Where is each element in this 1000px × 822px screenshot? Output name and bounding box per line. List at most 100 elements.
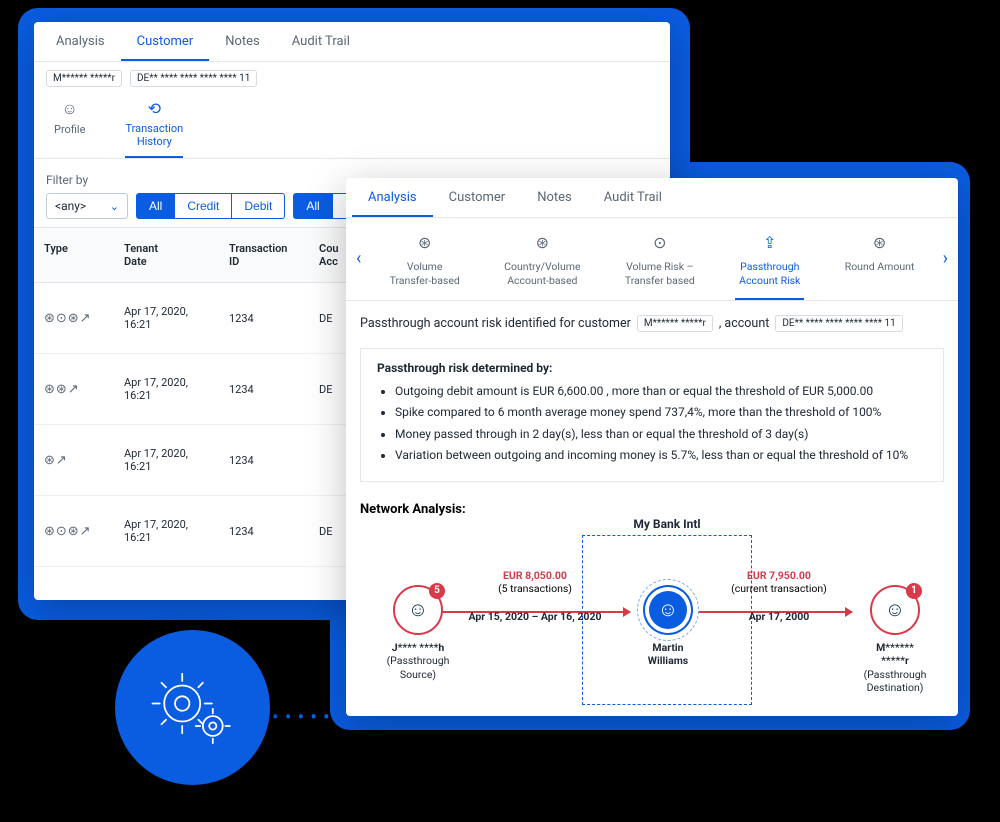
carousel-item-l1: Volume Risk – bbox=[625, 260, 695, 274]
carousel-item-icon: ⇪ bbox=[739, 232, 800, 254]
ftab-customer[interactable]: Customer bbox=[433, 178, 522, 217]
tab-customer[interactable]: Customer bbox=[121, 22, 210, 61]
seg-credit-debit: All Credit Debit bbox=[136, 193, 285, 219]
carousel-item[interactable]: ⊛ Round Amount bbox=[841, 228, 919, 300]
carousel-item-l2: Account-based bbox=[504, 274, 580, 288]
ftab-notes[interactable]: Notes bbox=[521, 178, 588, 217]
carousel-next[interactable]: › bbox=[937, 228, 954, 289]
node-dest-name1: M****** bbox=[850, 641, 940, 655]
tab-notes[interactable]: Notes bbox=[209, 22, 276, 61]
seg2-all[interactable]: All bbox=[293, 193, 332, 219]
node-center-name2: Williams bbox=[628, 654, 708, 668]
back-tabs: Analysis Customer Notes Audit Trail bbox=[34, 22, 670, 62]
node-center-ring bbox=[637, 579, 699, 641]
row-txid: 1234 bbox=[219, 361, 309, 418]
risk-carousel: ‹ ⊛VolumeTransfer-based⊛Country/VolumeAc… bbox=[346, 218, 958, 301]
person-icon: ☺ bbox=[54, 99, 85, 119]
row-type-icons: ⊛↗ bbox=[34, 431, 114, 490]
carousel-item-l2: Transfer-based bbox=[390, 274, 460, 288]
row-txid: 1234 bbox=[219, 290, 309, 347]
edge-left-amount: EUR 8,050.00 bbox=[455, 569, 615, 583]
subtab-history-label: Transaction History bbox=[125, 122, 183, 148]
edge-right-label: EUR 7,950.00 (current transaction) Apr 1… bbox=[704, 569, 854, 624]
th-date: Tenant Date bbox=[114, 228, 219, 282]
network-diagram: My Bank Intl EUR 8,050.00 (5 transaction… bbox=[360, 523, 944, 717]
row-type-icons: ⊛⊛↗ bbox=[34, 360, 114, 419]
risk-bullets: Outgoing debit amount is EUR 6,600.00 , … bbox=[377, 383, 927, 465]
risk-box-title: Passthrough risk determined by: bbox=[377, 361, 927, 375]
node-center-name1: Martin bbox=[628, 641, 708, 655]
node-source-role: (Passthrough Source) bbox=[378, 654, 458, 681]
gears-icon bbox=[148, 663, 238, 753]
carousel-item[interactable]: ⊛ VolumeTransfer-based bbox=[386, 228, 464, 300]
seg-all[interactable]: All bbox=[136, 193, 175, 219]
desc-customer-chip: M****** *****r bbox=[637, 315, 713, 332]
risk-bullet: Spike compared to 6 month average money … bbox=[395, 404, 927, 421]
front-tabs: Analysis Customer Notes Audit Trail bbox=[346, 178, 958, 218]
carousel-item-icon: ⊛ bbox=[390, 232, 460, 254]
subtab-row: ☺ Profile ⟲ Transaction History bbox=[34, 91, 670, 159]
chip-row: M****** *****r DE** **** **** **** **** … bbox=[34, 62, 670, 91]
risk-desc: Passthrough account risk identified for … bbox=[346, 301, 958, 338]
node-dest-circle: ☺ 1 bbox=[870, 585, 920, 635]
tab-analysis[interactable]: Analysis bbox=[40, 22, 121, 61]
subtab-history[interactable]: ⟲ Transaction History bbox=[125, 99, 183, 158]
node-center: ☺ Martin Williams bbox=[628, 585, 708, 668]
bank-label: My Bank Intl bbox=[582, 517, 752, 531]
carousel-item-l1: Passthrough bbox=[739, 260, 800, 274]
carousel-item[interactable]: ⇪ PassthroughAccount Risk bbox=[735, 228, 804, 300]
row-date: Apr 17, 2020, 16:21 bbox=[114, 283, 219, 353]
carousel-item[interactable]: ⊙ Volume Risk –Transfer based bbox=[621, 228, 699, 300]
edge-right-date: Apr 17, 2000 bbox=[704, 610, 854, 624]
tab-audit-trail[interactable]: Audit Trail bbox=[276, 22, 366, 61]
edge-right-sub: (current transaction) bbox=[704, 582, 854, 596]
row-date: Apr 17, 2020, 16:21 bbox=[114, 354, 219, 424]
carousel-item[interactable]: ⊛ Country/VolumeAccount-based bbox=[500, 228, 584, 300]
row-date: Apr 17, 2020, 16:21 bbox=[114, 425, 219, 495]
subtab-profile-label: Profile bbox=[54, 123, 85, 136]
node-source-circle: ☺ 5 bbox=[393, 585, 443, 635]
node-source-count: 5 bbox=[429, 583, 445, 599]
carousel-item-l1: Country/Volume bbox=[504, 260, 580, 274]
seg-credit[interactable]: Credit bbox=[175, 193, 232, 219]
carousel-prev[interactable]: ‹ bbox=[350, 228, 367, 289]
node-dest-name2: *****r bbox=[850, 654, 940, 668]
seg-debit[interactable]: Debit bbox=[232, 193, 285, 219]
node-dest: ☺ 1 M****** *****r (Passthrough Destinat… bbox=[850, 585, 940, 696]
node-source: ☺ 5 J**** ****h (Passthrough Source) bbox=[378, 585, 458, 682]
node-dest-role: (Passthrough Destination) bbox=[850, 668, 940, 695]
th-txid: Transaction ID bbox=[219, 228, 309, 282]
history-icon: ⟲ bbox=[125, 99, 183, 118]
node-dest-count: 1 bbox=[906, 583, 922, 599]
subtab-profile[interactable]: ☺ Profile bbox=[54, 99, 85, 158]
risk-box: Passthrough risk determined by: Outgoing… bbox=[360, 348, 944, 482]
person-icon: ☺ bbox=[885, 597, 905, 622]
row-type-icons: ⊛⊙⊛↗ bbox=[34, 502, 114, 561]
th-type: Type bbox=[34, 228, 114, 282]
edge-right-amount: EUR 7,950.00 bbox=[704, 569, 854, 583]
customer-chip: M****** *****r bbox=[46, 70, 122, 87]
carousel-item-icon: ⊛ bbox=[504, 232, 580, 254]
carousel-item-l2: Account Risk bbox=[739, 274, 800, 288]
risk-bullet: Variation between outgoing and incoming … bbox=[395, 447, 927, 464]
chevron-down-icon: ⌄ bbox=[110, 200, 119, 213]
row-txid: 1234 bbox=[219, 503, 309, 560]
edge-left-label: EUR 8,050.00 (5 transactions) Apr 15, 20… bbox=[455, 569, 615, 624]
carousel-item-icon: ⊛ bbox=[845, 232, 915, 254]
filter-select[interactable]: <any> ⌄ bbox=[46, 193, 128, 219]
risk-bullet: Money passed through in 2 day(s), less t… bbox=[395, 426, 927, 443]
account-chip: DE** **** **** **** **** 11 bbox=[130, 70, 257, 87]
row-type-icons: ⊛⊙⊛↗ bbox=[34, 289, 114, 348]
carousel-item-l1: Round Amount bbox=[845, 260, 915, 274]
person-icon: ☺ bbox=[408, 597, 428, 622]
edge-left-date: Apr 15, 2020 – Apr 16, 2020 bbox=[455, 610, 615, 624]
filter-select-value: <any> bbox=[55, 199, 86, 213]
carousel-item-l2: Transfer based bbox=[625, 274, 695, 288]
risk-bullet: Outgoing debit amount is EUR 6,600.00 , … bbox=[395, 383, 927, 400]
row-date: Apr 17, 2020, 16:21 bbox=[114, 496, 219, 566]
ftab-audit[interactable]: Audit Trail bbox=[588, 178, 678, 217]
carousel-item-icon: ⊙ bbox=[625, 232, 695, 254]
carousel-item-l1: Volume bbox=[390, 260, 460, 274]
ftab-analysis[interactable]: Analysis bbox=[352, 178, 433, 217]
node-center-circle: ☺ bbox=[643, 585, 693, 635]
